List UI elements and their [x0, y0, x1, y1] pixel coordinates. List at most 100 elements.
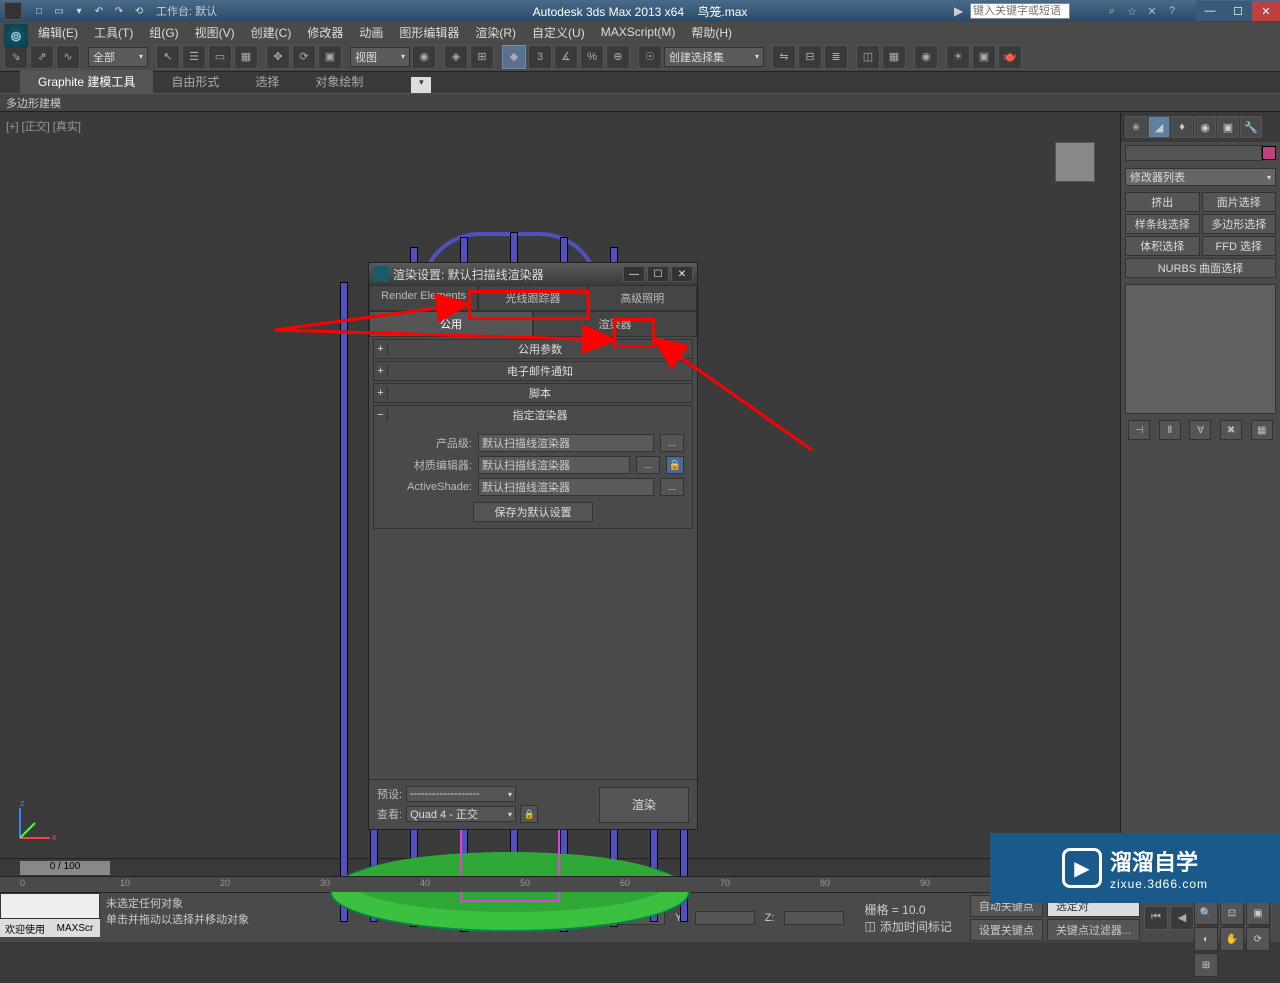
minimize-button[interactable]: — — [1196, 1, 1224, 21]
viewport-label[interactable]: [+] [正交] [真实] — [6, 118, 81, 134]
ribbon-tab-select[interactable]: 选择 — [237, 70, 297, 93]
menu-render[interactable]: 渲染(R) — [467, 24, 524, 41]
snap3-icon[interactable]: 3 — [528, 45, 552, 69]
qat-undo-icon[interactable]: ↶ — [90, 2, 108, 20]
mod-btn-nurbs[interactable]: NURBS 曲面选择 — [1125, 258, 1276, 278]
zoom-extents-icon[interactable]: ▣ — [1246, 901, 1270, 925]
zoom-all-icon[interactable]: ⊡ — [1220, 901, 1244, 925]
select-region-icon[interactable]: ▭ — [208, 45, 232, 69]
tab-renderer[interactable]: 渲染器 — [533, 311, 697, 337]
display-tab-icon[interactable]: ▣ — [1217, 116, 1239, 138]
qat-open-icon[interactable]: ▭ — [50, 2, 68, 20]
preset-combo[interactable]: ------------------- — [406, 786, 516, 802]
move-icon[interactable]: ✥ — [266, 45, 290, 69]
qat-redo-icon[interactable]: ↷ — [110, 2, 128, 20]
menu-tools[interactable]: 工具(T) — [86, 24, 141, 41]
dialog-title-bar[interactable]: 渲染设置: 默认扫描线渲染器 — ☐ ✕ — [369, 263, 697, 285]
rollup-title[interactable]: 脚本 — [388, 385, 692, 401]
qat-link-icon[interactable]: ⟲ — [130, 2, 148, 20]
infocenter-icon[interactable]: ⌕ — [1104, 3, 1120, 19]
keyfilter-button[interactable]: 关键点过滤器... — [1047, 919, 1140, 941]
tab-render-elements[interactable]: Render Elements — [369, 285, 478, 311]
object-name-input[interactable] — [1125, 145, 1262, 161]
render-icon[interactable]: 🫖 — [998, 45, 1022, 69]
ribbon-tab-paint[interactable]: 对象绘制 — [297, 70, 381, 93]
zoom-icon[interactable]: 🔍 — [1194, 901, 1218, 925]
maximize-button[interactable]: ☐ — [1224, 1, 1252, 21]
rollup-toggle-icon[interactable]: + — [374, 387, 388, 399]
menu-help[interactable]: 帮助(H) — [683, 24, 740, 41]
snap-icon[interactable]: ◆ — [502, 45, 526, 69]
unlink-icon[interactable]: ⇗ — [30, 45, 54, 69]
signin-icon[interactable]: ☆ — [1124, 3, 1140, 19]
rollup-toggle-icon[interactable]: + — [374, 365, 388, 377]
activeshade-browse-button[interactable]: ... — [660, 478, 684, 496]
mod-btn-poly-sel[interactable]: 多边形选择 — [1202, 214, 1277, 234]
time-tag-icon[interactable]: ◫ — [864, 919, 875, 933]
utilities-tab-icon[interactable]: 🔧 — [1240, 116, 1262, 138]
time-slider[interactable]: 0 / 100 — [20, 861, 110, 875]
welcome-tab[interactable]: 欢迎使用 — [0, 919, 50, 937]
bind-icon[interactable]: ∿ — [56, 45, 80, 69]
dialog-min-button[interactable]: — — [623, 266, 645, 282]
refcoord-combo[interactable]: 视图 — [350, 47, 410, 67]
material-browse-button[interactable]: ... — [636, 456, 660, 474]
named-selset-combo[interactable]: 创建选择集 — [664, 47, 764, 67]
render-setup-icon[interactable]: ☀ — [946, 45, 970, 69]
maximize-viewport-icon[interactable]: ⊞ — [1194, 953, 1218, 977]
fov-icon[interactable]: ◐ — [1194, 927, 1218, 951]
script-mini-icon[interactable] — [0, 893, 100, 919]
viewport[interactable]: [+] [正交] [真实] z x — [0, 112, 1120, 858]
menu-customize[interactable]: 自定义(U) — [524, 24, 593, 41]
modifier-list-dropdown[interactable]: 修改器列表 — [1125, 168, 1276, 186]
production-browse-button[interactable]: ... — [660, 434, 684, 452]
menu-graph[interactable]: 图形编辑器 — [391, 24, 467, 41]
material-editor-icon[interactable]: ◉ — [914, 45, 938, 69]
rollup-title[interactable]: 指定渲染器 — [388, 407, 692, 423]
motion-tab-icon[interactable]: ◉ — [1194, 116, 1216, 138]
mirror-icon[interactable]: ⇋ — [772, 45, 796, 69]
goto-start-icon[interactable]: ⏮ — [1144, 906, 1168, 930]
rollup-toggle-icon[interactable]: + — [374, 343, 388, 355]
qat-save-icon[interactable]: ▾ — [70, 2, 88, 20]
app-logo-icon[interactable]: ⊚ — [4, 24, 28, 48]
keymode-icon[interactable]: ⊞ — [470, 45, 494, 69]
prev-frame-icon[interactable]: ◀ — [1170, 906, 1194, 930]
link-icon[interactable]: ⇘ — [4, 45, 28, 69]
add-time-marker[interactable]: 添加时间标记 — [880, 918, 952, 935]
menu-modifiers[interactable]: 修改器 — [299, 24, 351, 41]
tab-raytracer[interactable]: 光线跟踪器 — [478, 285, 587, 311]
mod-btn-ffd-sel[interactable]: FFD 选择 — [1202, 236, 1277, 256]
modify-tab-icon[interactable]: ◢ — [1148, 116, 1170, 138]
viewcube[interactable] — [1050, 142, 1100, 192]
align-icon[interactable]: ⊟ — [798, 45, 822, 69]
menu-edit[interactable]: 编辑(E) — [30, 24, 86, 41]
scale-icon[interactable]: ▣ — [318, 45, 342, 69]
dialog-close-button[interactable]: ✕ — [671, 266, 693, 282]
lock-view-icon[interactable]: 🔒 — [520, 805, 538, 823]
spinner-snap-icon[interactable]: ⊕ — [606, 45, 630, 69]
show-end-icon[interactable]: Ⅱ — [1159, 420, 1181, 440]
select-name-icon[interactable]: ☰ — [182, 45, 206, 69]
rollup-title[interactable]: 公用参数 — [388, 341, 692, 357]
schematic-icon[interactable]: ▦ — [882, 45, 906, 69]
ribbon-expand-icon[interactable]: ▾ — [411, 77, 431, 93]
window-crossing-icon[interactable]: ▦ — [234, 45, 258, 69]
rendered-frame-icon[interactable]: ▣ — [972, 45, 996, 69]
menu-group[interactable]: 组(G) — [141, 24, 186, 41]
menu-animation[interactable]: 动画 — [351, 24, 391, 41]
rotate-icon[interactable]: ⟳ — [292, 45, 316, 69]
exchange-icon[interactable]: ✕ — [1144, 3, 1160, 19]
modifier-stack[interactable] — [1125, 284, 1276, 414]
mod-btn-patch-sel[interactable]: 面片选择 — [1202, 192, 1277, 212]
select-icon[interactable]: ↖ — [156, 45, 180, 69]
save-default-button[interactable]: 保存为默认设置 — [473, 502, 593, 522]
tab-common[interactable]: 公用 — [369, 311, 533, 337]
app-icon[interactable] — [4, 2, 22, 20]
pin-stack-icon[interactable]: ⊣ — [1128, 420, 1150, 440]
close-button[interactable]: ✕ — [1252, 1, 1280, 21]
mod-btn-vol-sel[interactable]: 体积选择 — [1125, 236, 1200, 256]
menu-view[interactable]: 视图(V) — [187, 24, 243, 41]
rollup-title[interactable]: 电子邮件通知 — [388, 363, 692, 379]
menu-maxscript[interactable]: MAXScript(M) — [593, 25, 684, 39]
